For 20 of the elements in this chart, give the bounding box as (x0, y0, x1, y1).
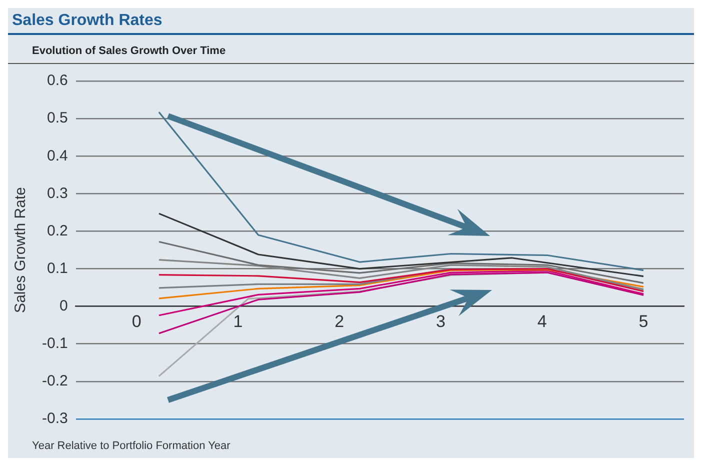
y-tick-label: 0.1 (46, 260, 68, 277)
x-axis-title: Year Relative to Portfolio Formation Year (31, 439, 232, 454)
x-tick-label: 4 (537, 312, 547, 332)
y-tick-label: -0.2 (42, 372, 68, 390)
y-tick-label: 0.2 (46, 222, 68, 240)
y-axis-title: Sales Growth Rate (12, 187, 30, 313)
x-tick-label: 2 (334, 312, 344, 332)
x-tick-label: 5 (638, 312, 648, 332)
x-tick-label: 1 (233, 312, 243, 332)
y-tick-label: 0.3 (46, 184, 68, 202)
y-tick-label: 0 (60, 297, 68, 314)
chart-title: Sales Growth Rates (8, 8, 694, 35)
chart-subtitle: Evolution of Sales Growth Over Time (8, 35, 694, 64)
y-tick-label: 0.5 (46, 110, 68, 127)
y-tick-label: -0.3 (42, 410, 68, 428)
x-tick-label: 3 (436, 312, 446, 332)
y-tick-label: 0.6 (46, 72, 68, 90)
y-tick-label: -0.1 (42, 335, 68, 352)
x-tick-label: 0 (132, 312, 142, 332)
y-tick-label: 0.4 (46, 147, 68, 164)
